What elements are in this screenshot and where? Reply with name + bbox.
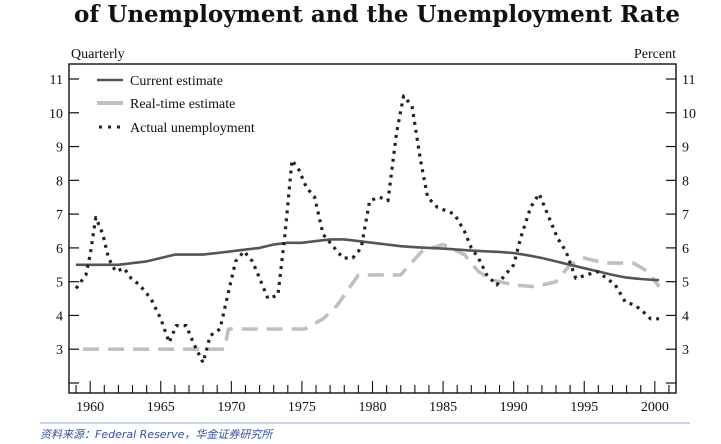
legend-label-current: Current estimate (130, 74, 223, 89)
x-tick-label: 1980 (359, 400, 387, 415)
y-tick-label-left: 4 (56, 309, 63, 324)
x-axis: 1960 1965 1970 1975 1980 1985 1990 1995 2000 (75, 381, 670, 415)
y-tick-label-right: 7 (682, 208, 689, 223)
series-line-dashed (83, 242, 661, 351)
y-axis-right: 3 4 5 6 7 8 9 10 11 (666, 73, 696, 384)
y-tick-label-right: 3 (682, 343, 689, 358)
y-tick-label-left: 8 (56, 174, 63, 189)
y-tick-label-left: 10 (49, 107, 63, 122)
legend-label-actual: Actual unemployment (130, 121, 255, 136)
series-line-solid (76, 238, 660, 282)
series-line-dotted (74, 94, 660, 365)
plot-frame (68, 63, 677, 394)
x-tick-label: 1985 (429, 400, 457, 415)
legend: Current estimate Real-time estimate Actu… (97, 74, 255, 136)
y-tick-label-right: 11 (682, 73, 695, 88)
y-tick-label-right: 6 (682, 242, 689, 257)
y-tick-label-right: 4 (682, 309, 689, 324)
y-axis-left: 3 4 5 6 7 8 9 10 11 (49, 73, 79, 384)
source-note: 资料来源：Federal Reserve，华金证券研究所 (40, 428, 274, 441)
y-tick-label-left: 9 (56, 141, 63, 156)
series-layer (74, 94, 661, 365)
right-unit-label: Percent (634, 47, 676, 62)
y-tick-label-right: 5 (682, 276, 689, 291)
y-tick-label-right: 9 (682, 141, 689, 156)
y-tick-label-left: 7 (56, 208, 63, 223)
x-tick-label: 1960 (76, 400, 104, 415)
x-tick-label: 1990 (500, 400, 528, 415)
x-tick-label: 1965 (147, 400, 175, 415)
y-tick-label-right: 10 (682, 107, 696, 122)
x-tick-label: 1995 (570, 400, 598, 415)
legend-label-realtime: Real-time estimate (130, 97, 235, 112)
left-unit-label: Quarterly (71, 47, 125, 62)
x-tick-label: 1975 (288, 400, 316, 415)
y-tick-label-left: 6 (56, 242, 63, 257)
x-tick-label: 1970 (217, 400, 245, 415)
x-tick-label: 2000 (641, 400, 669, 415)
y-tick-label-left: 3 (56, 343, 63, 358)
y-tick-label-right: 8 (682, 174, 689, 189)
chart-title: of Unemployment and the Unemployment Rat… (74, 1, 680, 28)
plot-area: 3 4 5 6 7 8 9 10 11 3 4 5 6 7 8 9 10 11 1960 1965 1970 1975… (49, 63, 696, 415)
y-tick-label-left: 5 (56, 276, 63, 291)
y-tick-label-left: 11 (50, 73, 63, 88)
